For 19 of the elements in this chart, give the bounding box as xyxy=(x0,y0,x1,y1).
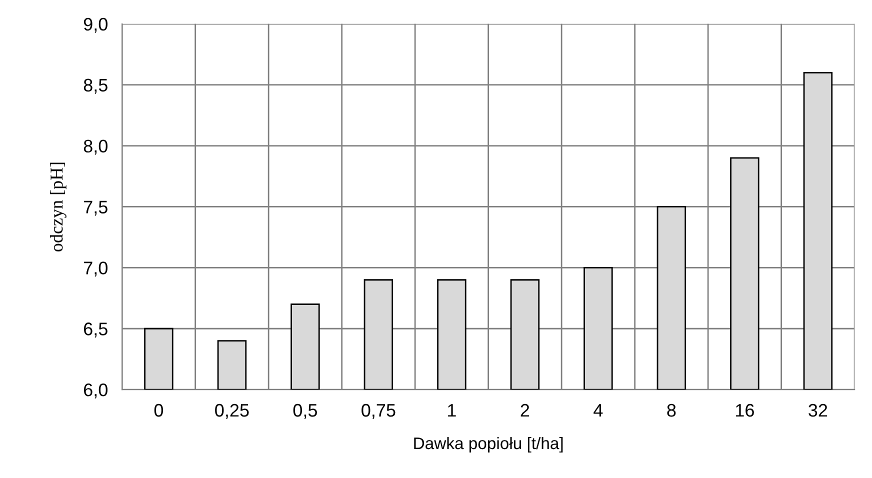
y-tick-label: 6,0 xyxy=(84,384,108,398)
x-tick-label: 0,5 xyxy=(293,404,317,419)
y-tick-label: 8,5 xyxy=(84,78,108,94)
x-axis-title: Dawka popiołu [t/ha] xyxy=(414,436,563,452)
y-axis-title: odczyn [pH] xyxy=(50,162,66,252)
x-tick-label: 0,75 xyxy=(362,404,396,419)
x-tick-label: 4 xyxy=(594,404,603,417)
x-tick-label: 8 xyxy=(667,404,676,417)
x-tick-label: 16 xyxy=(736,404,754,417)
y-tick-label: 7,5 xyxy=(84,200,108,216)
x-tick-label: 0,25 xyxy=(215,404,249,419)
y-tick-label: 6,5 xyxy=(84,322,108,338)
y-tick-label: 9,0 xyxy=(84,18,108,33)
x-tick-label: 1 xyxy=(448,404,456,417)
x-tick-label: 0 xyxy=(154,404,164,417)
y-tick-label: 8,0 xyxy=(84,140,108,155)
x-tick-label: 32 xyxy=(808,404,828,417)
x-tick-label: 2 xyxy=(520,404,530,417)
y-tick-label: 7,0 xyxy=(84,262,108,277)
